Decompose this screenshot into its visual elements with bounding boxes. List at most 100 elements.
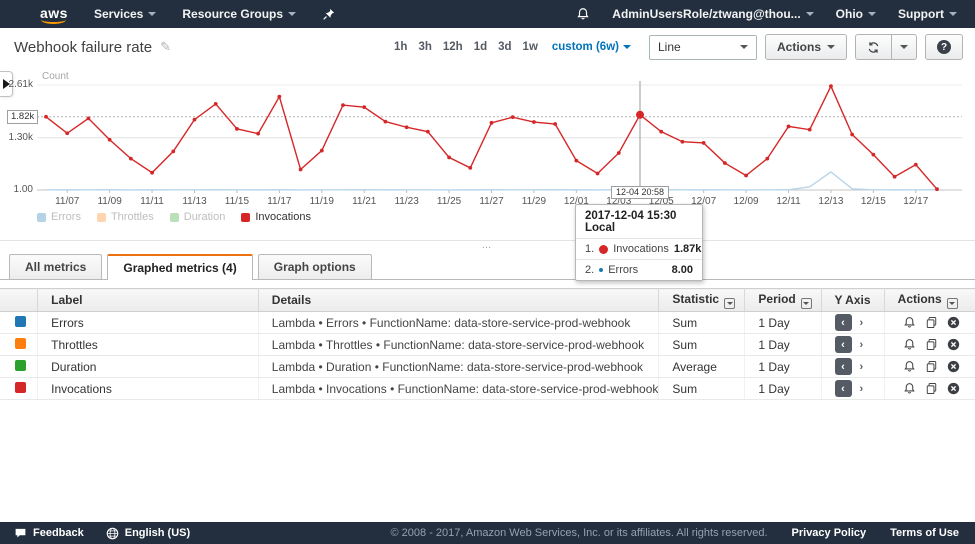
custom-range-link[interactable]: custom (6w) <box>552 41 631 53</box>
privacy-policy-link[interactable]: Privacy Policy <box>792 527 867 539</box>
refresh-button[interactable] <box>855 34 892 60</box>
y-axis-title: Count <box>42 71 69 82</box>
y-axis-right-button[interactable]: › <box>860 317 864 329</box>
actions-button[interactable]: Actions <box>765 34 847 60</box>
x-tick-label: 12/09 <box>734 196 759 207</box>
refresh-interval-dropdown[interactable] <box>892 34 917 60</box>
legend-item-errors[interactable]: Errors <box>37 211 81 223</box>
remove-metric-icon[interactable] <box>947 360 960 373</box>
chart-type-select[interactable]: Line <box>649 35 757 60</box>
tab-all-metrics[interactable]: All metrics <box>9 254 102 279</box>
invocations-point <box>829 84 833 88</box>
header-statistic[interactable]: Statistic <box>659 289 745 312</box>
page-title: Webhook failure rate <box>14 39 152 56</box>
remove-metric-icon[interactable] <box>947 316 960 329</box>
tab-graph-options[interactable]: Graph options <box>258 254 372 279</box>
nav-region-menu[interactable]: Ohio <box>836 7 876 21</box>
duplicate-icon[interactable] <box>925 382 938 395</box>
duplicate-icon[interactable] <box>925 316 938 329</box>
statistic-value[interactable]: Average <box>659 356 745 378</box>
graphed-metrics-table: LabelDetailsStatisticPeriodY AxisActions… <box>0 288 975 400</box>
legend-item-throttles[interactable]: Throttles <box>97 211 154 223</box>
y-axis-right-button[interactable]: › <box>860 339 864 351</box>
edit-title-pencil-icon[interactable]: ✎ <box>160 39 171 55</box>
pin-icon[interactable] <box>322 8 335 21</box>
create-alarm-bell-icon[interactable] <box>903 316 916 329</box>
x-tick-label: 11/13 <box>182 196 207 207</box>
time-range-link-1d[interactable]: 1d <box>474 41 487 53</box>
time-range-link-3d[interactable]: 3d <box>498 41 511 53</box>
duplicate-icon[interactable] <box>925 360 938 373</box>
legend-item-duration[interactable]: Duration <box>170 211 226 223</box>
header-label: Actions <box>898 292 942 306</box>
legend-color-chip <box>170 213 179 222</box>
y-axis-left-button[interactable]: ‹ <box>835 336 852 353</box>
column-dropdown-icon[interactable] <box>724 298 735 309</box>
time-range-link-12h[interactable]: 12h <box>443 41 463 53</box>
help-button[interactable]: ? <box>925 34 963 60</box>
legend-color-chip <box>241 213 250 222</box>
invocations-point <box>108 138 112 142</box>
create-alarm-bell-icon[interactable] <box>903 338 916 351</box>
language-selector[interactable]: English (US) <box>106 527 190 540</box>
errors-line <box>46 172 937 190</box>
metric-row-throttles: ThrottlesLambda • Throttles • FunctionNa… <box>0 334 975 356</box>
column-dropdown-icon[interactable] <box>947 298 958 309</box>
chevron-down-icon <box>868 12 876 16</box>
y-axis-left-button[interactable]: ‹ <box>835 380 852 397</box>
legend-label: Invocations <box>255 211 311 223</box>
invocations-point <box>659 130 663 134</box>
tab-graphed-metrics-4[interactable]: Graphed metrics (4) <box>107 254 252 279</box>
time-range-link-1w[interactable]: 1w <box>523 41 538 53</box>
create-alarm-bell-icon[interactable] <box>903 382 916 395</box>
language-label: English (US) <box>125 527 190 539</box>
nav-resource-groups-menu[interactable]: Resource Groups <box>182 7 296 21</box>
notifications-bell-icon[interactable] <box>576 7 590 21</box>
invocations-point <box>320 149 324 153</box>
statistic-value[interactable]: Sum <box>659 378 745 400</box>
remove-metric-icon[interactable] <box>947 382 960 395</box>
chevron-down-icon <box>740 45 748 49</box>
nav-support-label: Support <box>898 7 944 21</box>
header-actions[interactable]: Actions <box>884 289 975 312</box>
column-dropdown-icon[interactable] <box>801 298 812 309</box>
y-axis-right-button[interactable]: › <box>860 361 864 373</box>
y-axis-left-button[interactable]: ‹ <box>835 314 852 331</box>
feedback-button[interactable]: Feedback <box>14 527 84 539</box>
legend-label: Duration <box>184 211 226 223</box>
copyright-text: © 2008 - 2017, Amazon Web Services, Inc.… <box>391 527 768 539</box>
terms-of-use-link[interactable]: Terms of Use <box>890 527 959 539</box>
remove-metric-icon[interactable] <box>947 338 960 351</box>
x-tick-label: 11/09 <box>97 196 122 207</box>
x-tick-label: 11/29 <box>522 196 547 207</box>
period-value[interactable]: 1 Day <box>745 312 821 334</box>
legend-color-chip <box>97 213 106 222</box>
nav-support-menu[interactable]: Support <box>898 7 957 21</box>
duplicate-icon[interactable] <box>925 338 938 351</box>
invocations-point <box>235 127 239 131</box>
invocations-point <box>765 157 769 161</box>
time-range-link-3h[interactable]: 3h <box>418 41 431 53</box>
create-alarm-bell-icon[interactable] <box>903 360 916 373</box>
nav-services-menu[interactable]: Services <box>94 7 156 21</box>
y-axis-right-button[interactable]: › <box>860 383 864 395</box>
nav-resource-groups-label: Resource Groups <box>182 7 283 21</box>
statistic-value[interactable]: Sum <box>659 312 745 334</box>
invocations-point <box>44 115 48 119</box>
y-axis-left-button[interactable]: ‹ <box>835 358 852 375</box>
chart-tooltip: 2017-12-04 15:30 Local 1.Invocations1.87… <box>575 204 703 281</box>
header-period[interactable]: Period <box>745 289 821 312</box>
resize-handle[interactable]: … <box>482 244 494 248</box>
aws-logo[interactable]: aws <box>40 5 68 24</box>
hover-y-value-label: 1.82k <box>7 110 38 124</box>
invocations-point <box>490 121 494 125</box>
time-range-link-1h[interactable]: 1h <box>394 41 407 53</box>
nav-user-menu[interactable]: AdminUsersRole/ztwang@thou... <box>612 7 813 21</box>
period-value[interactable]: 1 Day <box>745 378 821 400</box>
statistic-value[interactable]: Sum <box>659 334 745 356</box>
nav-user-label: AdminUsersRole/ztwang@thou... <box>612 7 800 21</box>
period-value[interactable]: 1 Day <box>745 356 821 378</box>
legend-item-invocations[interactable]: Invocations <box>241 211 311 223</box>
period-value[interactable]: 1 Day <box>745 334 821 356</box>
invocations-point <box>511 115 515 119</box>
